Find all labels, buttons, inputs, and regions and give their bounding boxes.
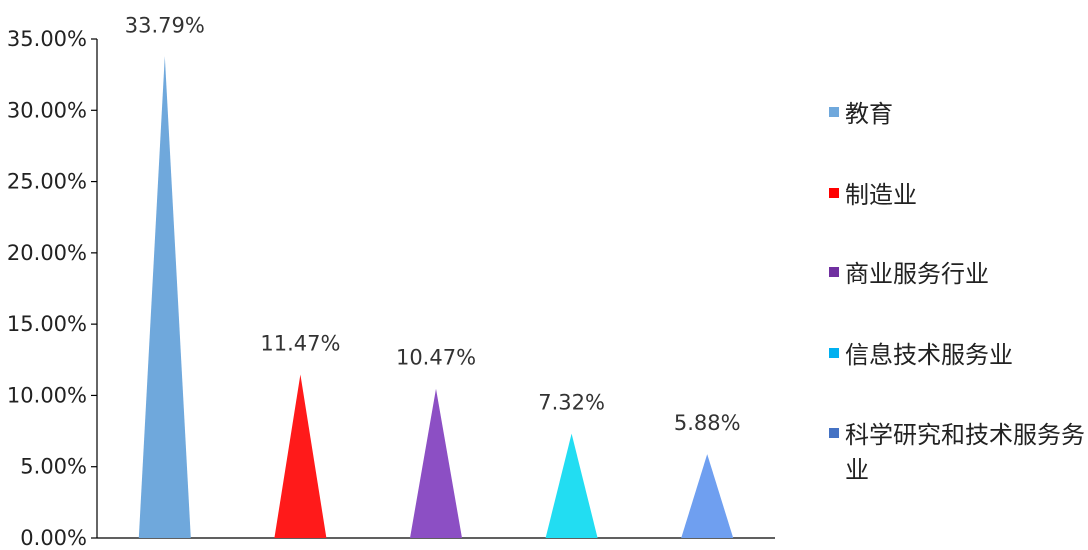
y-tick-label: 30.00%	[7, 98, 87, 122]
bar-5	[681, 454, 734, 538]
data-label-4: 7.32%	[538, 391, 605, 415]
legend-label: 业	[845, 456, 869, 484]
legend-item-3: 商业服务行业	[829, 260, 989, 288]
legend-swatch	[829, 428, 839, 438]
data-label-2: 11.47%	[260, 331, 340, 355]
data-label-3: 10.47%	[396, 346, 476, 370]
legend-item-4: 信息技术服务业	[829, 341, 1013, 369]
y-tick-label: 25.00%	[7, 170, 87, 194]
bars-group	[138, 56, 734, 538]
legend-swatch	[829, 188, 839, 198]
data-label-1: 33.79%	[125, 13, 205, 37]
y-tick-label: 0.00%	[20, 526, 87, 546]
bar-2	[274, 374, 327, 538]
legend-swatch	[829, 267, 839, 277]
bar-1	[138, 56, 191, 538]
y-axis: 0.00% 5.00% 10.00% 15.00% 20.00% 25.00% 30.00%…	[7, 27, 98, 550]
legend-label: 科学研究和技术服务务	[845, 421, 1085, 449]
legend-swatch	[829, 107, 839, 117]
y-tick-label: 10.00%	[7, 383, 87, 407]
bar-4	[545, 433, 598, 538]
data-label-5: 5.88%	[674, 411, 741, 435]
y-tick-label: 35.00%	[7, 27, 87, 51]
legend-label: 教育	[845, 100, 893, 128]
legend-label: 信息技术服务业	[845, 341, 1013, 369]
legend-label: 商业服务行业	[845, 260, 989, 288]
y-tick-label: 5.00%	[20, 455, 87, 479]
y-tick-label: 15.00%	[7, 312, 87, 336]
legend-swatch	[829, 348, 839, 358]
legend-item-2: 制造业	[829, 181, 917, 209]
legend-item-1: 教育	[829, 100, 893, 128]
y-tick-label: 20.00%	[7, 241, 87, 265]
data-labels-group: 33.79% 11.47% 10.47% 7.32% 5.88%	[125, 13, 741, 435]
legend-label: 制造业	[845, 181, 917, 209]
bar-3	[410, 388, 462, 538]
